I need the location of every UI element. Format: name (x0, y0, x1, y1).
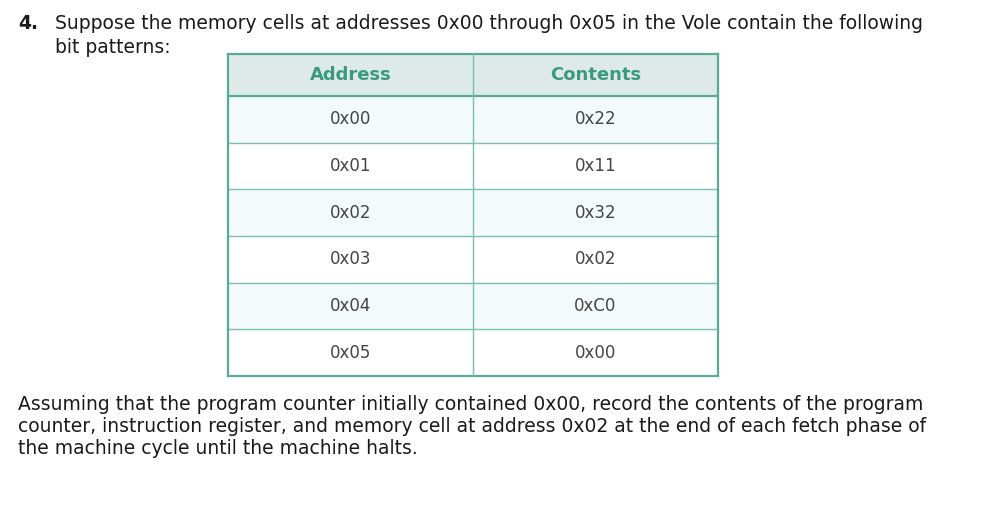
Text: Address: Address (310, 66, 391, 84)
Text: the machine cycle until the machine halts.: the machine cycle until the machine halt… (18, 439, 418, 458)
Text: 0x01: 0x01 (329, 157, 372, 175)
Text: 0x00: 0x00 (330, 111, 372, 128)
Text: 0x32: 0x32 (575, 204, 616, 222)
Text: 0x22: 0x22 (575, 111, 616, 128)
Text: Assuming that the program counter initially contained 0x00, record the contents : Assuming that the program counter initia… (18, 395, 923, 414)
Text: 4.: 4. (18, 14, 38, 33)
Text: 0x02: 0x02 (575, 250, 616, 268)
Text: 0x05: 0x05 (330, 344, 372, 361)
Text: counter, instruction register, and memory cell at address 0x02 at the end of eac: counter, instruction register, and memor… (18, 417, 926, 436)
Text: 0xC0: 0xC0 (574, 297, 616, 315)
Text: 0x00: 0x00 (575, 344, 616, 361)
Text: 0x03: 0x03 (329, 250, 372, 268)
Text: 0x11: 0x11 (575, 157, 616, 175)
Text: 0x04: 0x04 (330, 297, 372, 315)
Text: 0x02: 0x02 (329, 204, 372, 222)
Text: Contents: Contents (549, 66, 641, 84)
Text: bit patterns:: bit patterns: (55, 38, 171, 57)
Text: Suppose the memory cells at addresses 0x00 through 0x05 in the Vole contain the : Suppose the memory cells at addresses 0x… (55, 14, 923, 33)
